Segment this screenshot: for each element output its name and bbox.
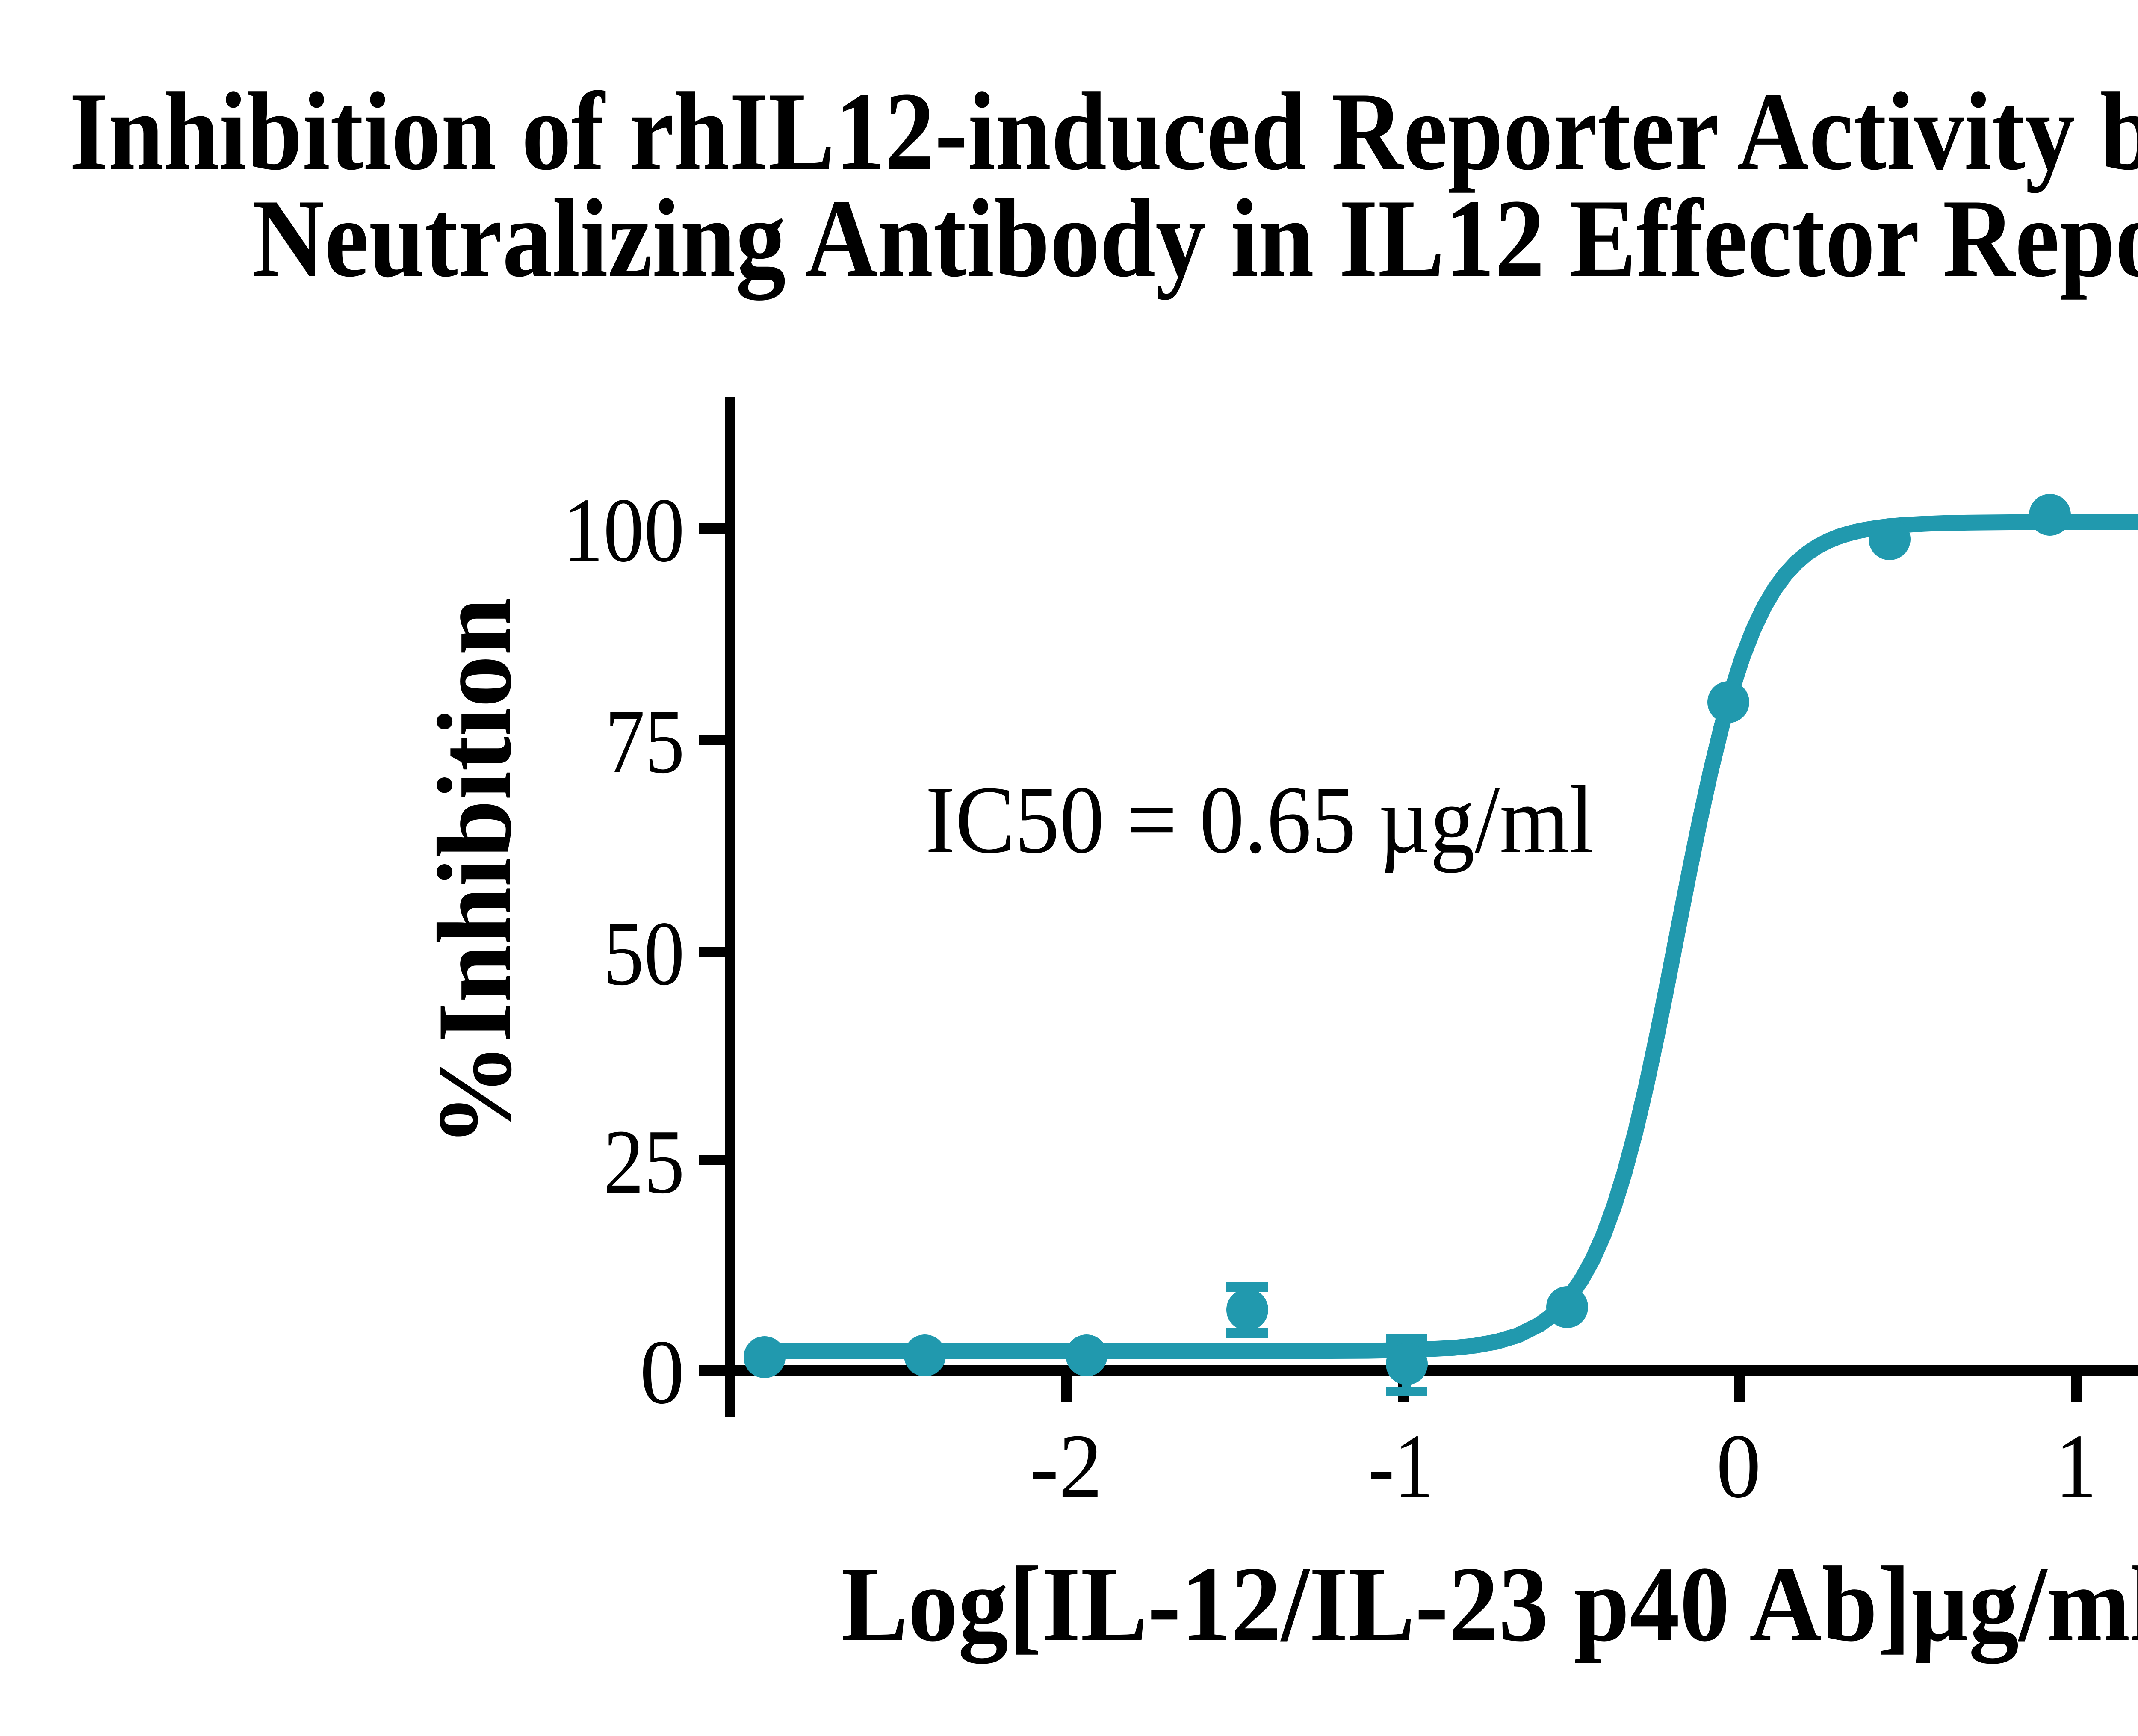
svg-text:Neutralizing Antibody in IL12: Neutralizing Antibody in IL12 Effector R… (252, 176, 2138, 302)
svg-text:-2: -2 (1030, 1415, 1102, 1517)
svg-text:1: 1 (2055, 1415, 2097, 1517)
svg-text:0: 0 (1716, 1415, 1761, 1517)
svg-text:25: 25 (603, 1110, 685, 1213)
svg-text:75: 75 (605, 690, 685, 792)
svg-text:0: 0 (640, 1321, 685, 1423)
svg-text:100: 100 (563, 479, 685, 581)
svg-text:50: 50 (603, 902, 685, 1004)
svg-text:Inhibition of rhIL12-induced R: Inhibition of rhIL12-induced Reporter Ac… (69, 69, 2138, 193)
svg-text:%Inhibition: %Inhibition (416, 598, 533, 1147)
svg-text:IC50 = 0.65 µg/ml: IC50 = 0.65 µg/ml (925, 766, 1594, 873)
svg-text:-1: -1 (1368, 1415, 1433, 1517)
svg-text:Log[IL-12/IL-23 p40 Ab]µg/ml: Log[IL-12/IL-23 p40 Ab]µg/ml (841, 1544, 2138, 1664)
